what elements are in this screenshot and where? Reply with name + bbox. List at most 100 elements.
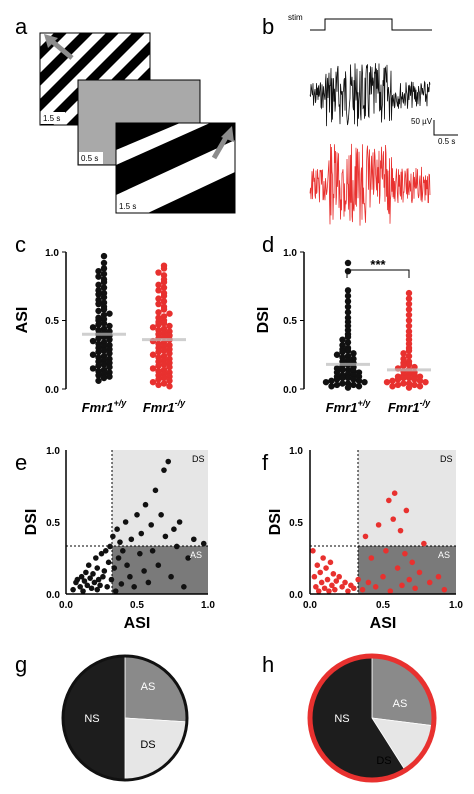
data-point <box>328 377 335 384</box>
data-point <box>149 548 156 554</box>
data-point <box>405 322 413 330</box>
data-point <box>95 321 102 328</box>
data-point <box>160 292 168 300</box>
data-point <box>412 585 418 592</box>
time-label-3: 1.5 s <box>117 200 141 212</box>
scale-voltage-label: 50 µV <box>411 117 433 126</box>
data-point <box>361 378 368 386</box>
data-point <box>200 540 207 547</box>
data-point <box>95 300 102 308</box>
pie-label-ns: NS <box>84 713 99 725</box>
data-point <box>405 352 413 360</box>
panel-letter-h: h <box>262 652 274 677</box>
data-point <box>405 289 413 297</box>
y-axis-title: DSI <box>23 509 40 536</box>
data-point <box>110 533 116 540</box>
asi-dsi-scatter-wt: DS AS 1.0 0.5 0.0 0.0 0.5 1.0 ASI DSI <box>23 446 215 632</box>
data-point <box>100 294 108 301</box>
data-point <box>336 573 343 580</box>
data-point <box>344 333 352 341</box>
panel-letter-f: f <box>262 450 269 475</box>
data-point <box>317 569 324 576</box>
significance-stars: *** <box>370 257 386 272</box>
data-point <box>344 303 352 310</box>
data-point <box>118 581 125 587</box>
data-point <box>122 519 129 525</box>
data-point <box>344 298 352 305</box>
wt-voltage-trace <box>309 63 431 127</box>
ytick-label-1: 1.0 <box>45 248 59 259</box>
arrow-head-icon-2 <box>221 126 234 142</box>
data-point <box>394 376 402 383</box>
data-point <box>339 348 346 356</box>
stim-label: stim <box>288 13 303 22</box>
data-point <box>89 351 97 358</box>
data-point <box>95 348 102 356</box>
data-point <box>97 582 103 589</box>
data-point <box>344 267 352 275</box>
data-point <box>344 309 352 316</box>
data-point <box>155 309 162 316</box>
data-point <box>165 458 172 465</box>
data-point <box>333 578 340 584</box>
data-point <box>330 571 337 577</box>
data-point <box>94 565 101 571</box>
data-point <box>137 550 143 557</box>
data-point <box>160 298 168 305</box>
data-point <box>111 565 118 571</box>
data-point <box>81 578 88 584</box>
data-point <box>426 579 433 586</box>
data-point <box>318 579 325 586</box>
data-point <box>95 372 102 379</box>
data-point <box>355 377 363 384</box>
data-point <box>350 350 357 357</box>
group-label-ko: Fmr1-/y <box>388 398 431 415</box>
data-point <box>400 374 407 382</box>
data-point <box>155 376 162 383</box>
pie-label-ds: DS <box>140 739 155 751</box>
data-point <box>160 380 168 387</box>
data-point <box>397 527 404 534</box>
data-point <box>100 374 108 382</box>
panel-letter-g: g <box>15 652 27 677</box>
data-point <box>155 287 162 294</box>
data-point <box>115 555 122 561</box>
data-point <box>127 573 133 580</box>
data-point <box>155 381 162 389</box>
data-point <box>383 548 389 554</box>
group-label-wt: Fmr1+/y <box>82 398 128 415</box>
data-point <box>368 555 375 561</box>
data-point <box>131 584 137 590</box>
data-point <box>90 571 96 577</box>
data-point <box>85 562 92 568</box>
y-axis-title: DSI <box>267 509 284 536</box>
data-point <box>386 497 392 504</box>
data-point <box>166 383 173 390</box>
pie-label-as: AS <box>393 698 408 710</box>
data-point <box>339 366 346 374</box>
data-point <box>95 291 102 298</box>
data-point <box>333 381 341 389</box>
panel-letter-e: e <box>15 450 27 475</box>
data-point <box>100 361 108 368</box>
data-point <box>344 287 352 294</box>
data-point <box>191 536 197 543</box>
data-point <box>95 273 102 280</box>
duration-label-3: 1.5 s <box>119 202 136 211</box>
data-point <box>95 307 102 315</box>
data-point <box>176 519 183 525</box>
panel-letter-b: b <box>262 14 274 39</box>
data-point <box>405 306 413 313</box>
data-point <box>74 576 81 583</box>
duration-label-2: 0.5 s <box>81 154 98 163</box>
data-point <box>106 350 113 357</box>
data-point <box>78 573 85 580</box>
data-point <box>375 522 382 528</box>
pie-label-ds: DS <box>376 755 391 767</box>
data-point <box>160 374 168 382</box>
data-point <box>160 347 168 354</box>
data-point <box>344 292 352 300</box>
data-point <box>141 568 147 574</box>
pie-outline <box>61 654 189 782</box>
data-point <box>402 550 408 557</box>
